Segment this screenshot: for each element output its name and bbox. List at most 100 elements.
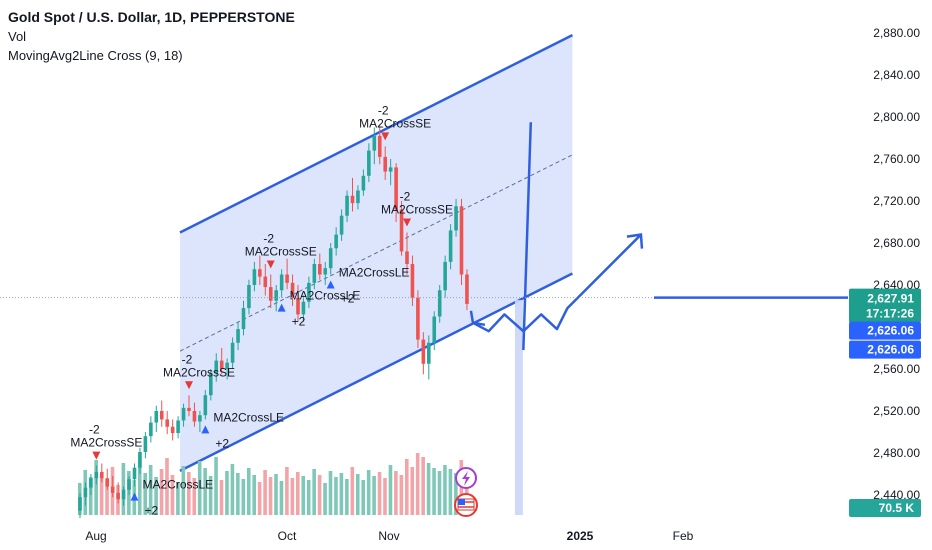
candle-body — [89, 478, 93, 488]
volume-bar — [394, 471, 398, 515]
volume-bar — [236, 473, 240, 515]
candle-body — [405, 251, 409, 264]
price-tick-label: 2,440.00 — [873, 488, 920, 502]
time-axis[interactable]: Aug Oct Nov 2025 Feb — [85, 529, 693, 543]
candle-body — [454, 206, 458, 231]
candle-body — [187, 407, 191, 411]
candle-body — [83, 487, 88, 498]
signal-qty-label: +2 — [215, 436, 229, 450]
volume-bar — [306, 480, 311, 515]
candle-body — [209, 373, 213, 396]
signal-name-label: MA2CrossLE — [339, 266, 410, 280]
channel-lower-line — [179, 272, 573, 472]
volume-bar — [345, 479, 349, 515]
buy-arrow-icon — [130, 492, 139, 501]
candle-body — [421, 339, 426, 364]
volume-indicator-label[interactable]: Vol — [8, 29, 27, 44]
volume-bar — [219, 480, 224, 515]
volume-bar — [432, 468, 436, 515]
candle-body — [241, 308, 246, 330]
volume-bar — [94, 460, 98, 515]
signal-name-label: MA2CrossLE — [290, 289, 361, 303]
signal-name-label: MA2CrossSE — [163, 365, 235, 379]
buy-arrow-icon — [326, 280, 335, 289]
signal-qty-label: +2 — [341, 292, 355, 306]
selection-strip — [514, 300, 523, 515]
candle-body — [274, 290, 278, 301]
volume-bar — [415, 453, 420, 515]
candle-body — [154, 411, 159, 423]
sell-arrow-icon — [403, 218, 411, 227]
candle-body — [138, 451, 142, 468]
ma-cross-indicator-label[interactable]: MovingAvg2Line Cross (9, 18) — [8, 48, 183, 63]
symbol-title[interactable]: Gold Spot / U.S. Dollar, 1D, PEPPERSTONE — [8, 9, 295, 25]
volume-bar — [263, 470, 267, 515]
price-tag-b — [849, 340, 921, 359]
price-axis-bg — [848, 0, 932, 550]
candle-body — [258, 269, 262, 277]
candle-body — [225, 362, 229, 369]
signal-qty-label: -2 — [182, 352, 193, 366]
volume-bar — [296, 472, 300, 515]
candle-body — [247, 285, 251, 309]
candle-body — [170, 426, 175, 434]
volume-bar — [328, 471, 333, 515]
chart-legend: Gold Spot / U.S. Dollar, 1D, PEPPERSTONE… — [8, 8, 295, 65]
event-icons[interactable] — [454, 467, 478, 517]
volume-bar — [323, 483, 327, 515]
volume-bar — [350, 467, 355, 515]
signal-qty-label: -2 — [400, 190, 411, 204]
volume-bar — [366, 470, 371, 515]
price-tick-label: 2,680.00 — [873, 236, 920, 250]
volume-bar — [383, 478, 387, 515]
candle-body — [334, 234, 338, 249]
candle-body — [263, 276, 268, 288]
volume-bar — [197, 461, 202, 515]
price-tag-a — [849, 321, 921, 340]
last-price-tag — [849, 288, 921, 323]
candle-body — [78, 497, 82, 511]
volume-bar — [257, 482, 262, 515]
volume-bar — [339, 473, 344, 515]
price-tick-label: 2,480.00 — [873, 446, 920, 460]
volume-bar — [377, 472, 382, 515]
projection-line — [472, 233, 642, 333]
candle-body — [159, 411, 164, 420]
volume-bar — [143, 473, 147, 515]
candle-body — [443, 261, 447, 291]
volume-bar — [355, 474, 360, 515]
price-tick-label: 2,880.00 — [873, 26, 920, 40]
candle-body — [110, 486, 115, 493]
volume-bar — [317, 475, 322, 515]
buy-arrow-icon — [201, 425, 210, 434]
volume-bar — [159, 469, 164, 515]
price-tick-label: 2,640.00 — [873, 278, 920, 292]
volume-bar — [301, 476, 306, 515]
candle-body — [383, 156, 387, 172]
parallel-channel[interactable] — [179, 33, 573, 515]
time-tick-label: 2025 — [567, 529, 594, 543]
channel-midline — [179, 154, 573, 352]
volume-bar — [230, 464, 235, 515]
candle-body — [318, 264, 322, 275]
signal-qty-label: -2 — [89, 423, 100, 437]
sell-arrow-icon — [381, 132, 390, 141]
volume-bar — [279, 481, 284, 515]
volume-bar — [252, 475, 256, 515]
candle-body — [372, 135, 377, 151]
candle-body — [181, 407, 186, 421]
volume-bar — [405, 459, 409, 515]
candle-body — [356, 190, 360, 204]
candle-body — [279, 274, 284, 291]
candle-body — [339, 215, 344, 235]
candle-body — [219, 360, 224, 369]
candle-body — [230, 342, 235, 363]
projection-path[interactable] — [469, 233, 644, 333]
candle-body — [198, 415, 202, 422]
volume-bar — [203, 468, 207, 515]
candle-body — [410, 264, 415, 298]
candle-body — [143, 436, 148, 452]
price-axis[interactable]: 2,880.00 2,840.00 2,800.00 2,760.00 2,720.00… — [848, 0, 932, 550]
volume-bar — [410, 467, 415, 515]
